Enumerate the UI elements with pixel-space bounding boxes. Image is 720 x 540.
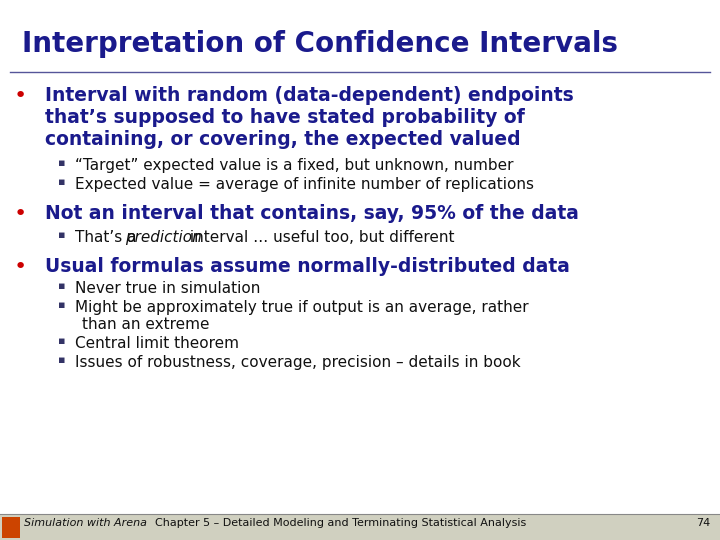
Text: Chapter 5 – Detailed Modeling and Terminating Statistical Analysis: Chapter 5 – Detailed Modeling and Termin…: [155, 518, 526, 528]
Text: ▪: ▪: [58, 300, 66, 310]
Text: interval … useful too, but different: interval … useful too, but different: [185, 230, 454, 245]
Text: ▪: ▪: [58, 281, 66, 291]
Text: •: •: [14, 257, 27, 277]
Bar: [2, 517, 20, 538]
Text: Never true in simulation: Never true in simulation: [75, 281, 261, 296]
Text: •: •: [14, 86, 27, 106]
Text: Not an interval that contains, say, 95% of the data: Not an interval that contains, say, 95% …: [45, 204, 579, 223]
Text: Simulation with Arena: Simulation with Arena: [24, 518, 147, 528]
Text: “Target” expected value is a fixed, but unknown, number: “Target” expected value is a fixed, but …: [75, 158, 513, 173]
Text: prediction: prediction: [125, 230, 202, 245]
Text: Expected value = average of infinite number of replications: Expected value = average of infinite num…: [75, 177, 534, 192]
Text: Usual formulas assume normally-distributed data: Usual formulas assume normally-distribut…: [45, 257, 570, 276]
Text: containing, or covering, the expected valued: containing, or covering, the expected va…: [45, 130, 521, 149]
Text: •: •: [14, 204, 27, 224]
Text: Might be approximately true if output is an average, rather: Might be approximately true if output is…: [75, 300, 528, 315]
Text: than an extreme: than an extreme: [82, 317, 210, 332]
Text: ▪: ▪: [58, 230, 66, 240]
Text: Interpretation of Confidence Intervals: Interpretation of Confidence Intervals: [22, 30, 618, 58]
Text: that’s supposed to have stated probability of: that’s supposed to have stated probabili…: [45, 108, 525, 127]
Bar: [0, 514, 720, 540]
Text: Interval with random (data-dependent) endpoints: Interval with random (data-dependent) en…: [45, 86, 574, 105]
Text: ▪: ▪: [58, 336, 66, 346]
Text: ▪: ▪: [58, 177, 66, 187]
Text: 74: 74: [696, 518, 710, 528]
Text: ▪: ▪: [58, 355, 66, 365]
Text: ▪: ▪: [58, 158, 66, 168]
Text: Issues of robustness, coverage, precision – details in book: Issues of robustness, coverage, precisio…: [75, 355, 521, 370]
Text: Central limit theorem: Central limit theorem: [75, 336, 239, 351]
Text: That’s a: That’s a: [75, 230, 141, 245]
